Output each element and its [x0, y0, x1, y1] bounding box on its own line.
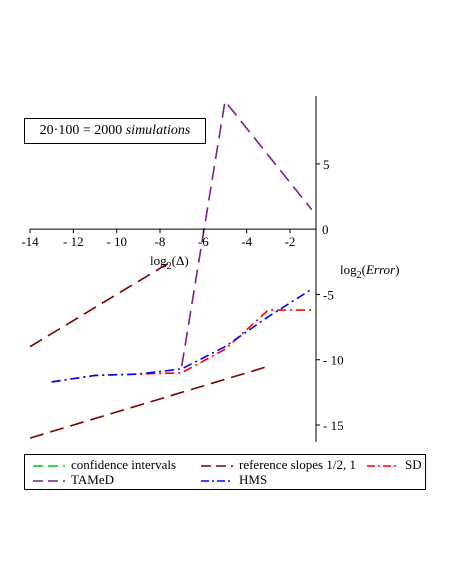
simulation-count-unit: simulations — [125, 123, 191, 138]
axis-label-subscript: 2 — [167, 261, 172, 272]
legend-swatch-sd — [367, 465, 399, 467]
legend-swatch-confidence-intervals — [33, 465, 65, 467]
axis-label-subscript: 2 — [357, 270, 362, 281]
x-tick-label: -8 — [155, 234, 166, 249]
series-line-reference-slopes-1-2-1-2 — [29, 365, 269, 439]
ticks-layer: -14 - 12 - 10 -8 -6 -4 -2 5 0 -5 - 10 - 15 — [21, 157, 343, 433]
axis-label-arg-close: ) — [395, 262, 399, 277]
legend-label-tamed: TAMeD — [71, 472, 115, 487]
legend-swatch-tamed — [33, 480, 65, 482]
x-tick-label: -14 — [21, 234, 39, 249]
y-tick-label: -5 — [323, 287, 334, 302]
legend-item-reference-slopes: reference slopes 1/2, 1 — [199, 457, 356, 473]
y-tick-label: 0 — [322, 222, 329, 237]
series-line-tamed — [180, 99, 313, 367]
series-line-hms — [51, 288, 313, 383]
series-line-reference-slopes-1-2-1-1 — [29, 261, 172, 348]
y-tick-label: - 10 — [323, 353, 344, 368]
legend-item-sd: SD — [365, 457, 422, 473]
x-tick-label: -4 — [241, 234, 252, 249]
axis-label-arg-italic: Error — [365, 262, 396, 277]
legend-label-hms: HMS — [239, 472, 268, 487]
simulation-count-annotation: 20·100 = 2000 simulations — [24, 118, 206, 144]
axis-label-log: log — [150, 253, 167, 268]
axis-label-log: log — [340, 262, 357, 277]
x-axis-label: log2(Δ) — [150, 253, 189, 272]
series-layer — [29, 99, 313, 439]
axis-label-arg: (Δ) — [172, 253, 189, 268]
legend-swatch-reference-slopes — [201, 465, 233, 467]
x-tick-label: -2 — [285, 234, 296, 249]
legend: confidence intervals reference slopes 1/… — [24, 454, 426, 490]
x-tick-label: - 12 — [63, 234, 84, 249]
legend-item-hms: HMS — [199, 472, 267, 488]
legend-item-tamed: TAMeD — [31, 472, 114, 488]
y-tick-label: 5 — [323, 157, 330, 172]
legend-item-confidence-intervals: confidence intervals — [31, 457, 176, 473]
legend-label-sd: SD — [405, 457, 422, 472]
y-tick-label: - 15 — [323, 418, 344, 433]
series-line-sd — [51, 309, 312, 383]
legend-label-reference-slopes: reference slopes 1/2, 1 — [239, 457, 356, 472]
y-axis-label: log2(Error) — [340, 262, 399, 281]
simulation-count-value: 20·100 = 2000 — [39, 123, 123, 138]
legend-label-confidence-intervals: confidence intervals — [71, 457, 177, 472]
axes-layer — [30, 96, 317, 442]
axis-label-arg: ( — [362, 262, 366, 277]
x-tick-label: - 10 — [106, 234, 127, 249]
legend-swatch-hms — [201, 480, 233, 482]
x-tick-label: -6 — [198, 234, 209, 249]
